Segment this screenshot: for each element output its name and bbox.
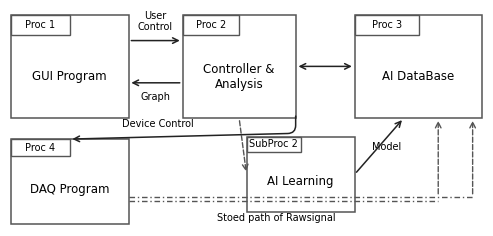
Text: Proc 1: Proc 1 [25,20,55,30]
Text: GUI Program: GUI Program [32,70,107,83]
FancyBboxPatch shape [182,15,296,118]
Text: Proc 4: Proc 4 [25,143,55,152]
Text: SubProc 2: SubProc 2 [249,139,298,149]
FancyBboxPatch shape [246,137,354,212]
Text: User
Control: User Control [138,11,173,32]
Text: AI Learning: AI Learning [267,175,334,188]
FancyBboxPatch shape [246,137,301,152]
Text: Model: Model [372,142,401,152]
FancyArrowPatch shape [74,116,296,142]
Text: Graph: Graph [141,92,171,102]
Text: Controller &
Analysis: Controller & Analysis [204,63,275,91]
Text: DAQ Program: DAQ Program [30,183,109,196]
FancyBboxPatch shape [10,15,70,35]
FancyBboxPatch shape [10,139,129,223]
FancyBboxPatch shape [354,15,419,35]
FancyBboxPatch shape [10,15,129,118]
Text: AI DataBase: AI DataBase [383,70,455,83]
FancyBboxPatch shape [354,15,483,118]
Text: Stoed path of Rawsignal: Stoed path of Rawsignal [217,213,335,223]
FancyBboxPatch shape [182,15,239,35]
Text: Device Control: Device Control [122,118,194,129]
FancyBboxPatch shape [10,139,70,156]
Text: Proc 2: Proc 2 [196,20,226,30]
Text: Proc 3: Proc 3 [372,20,402,30]
